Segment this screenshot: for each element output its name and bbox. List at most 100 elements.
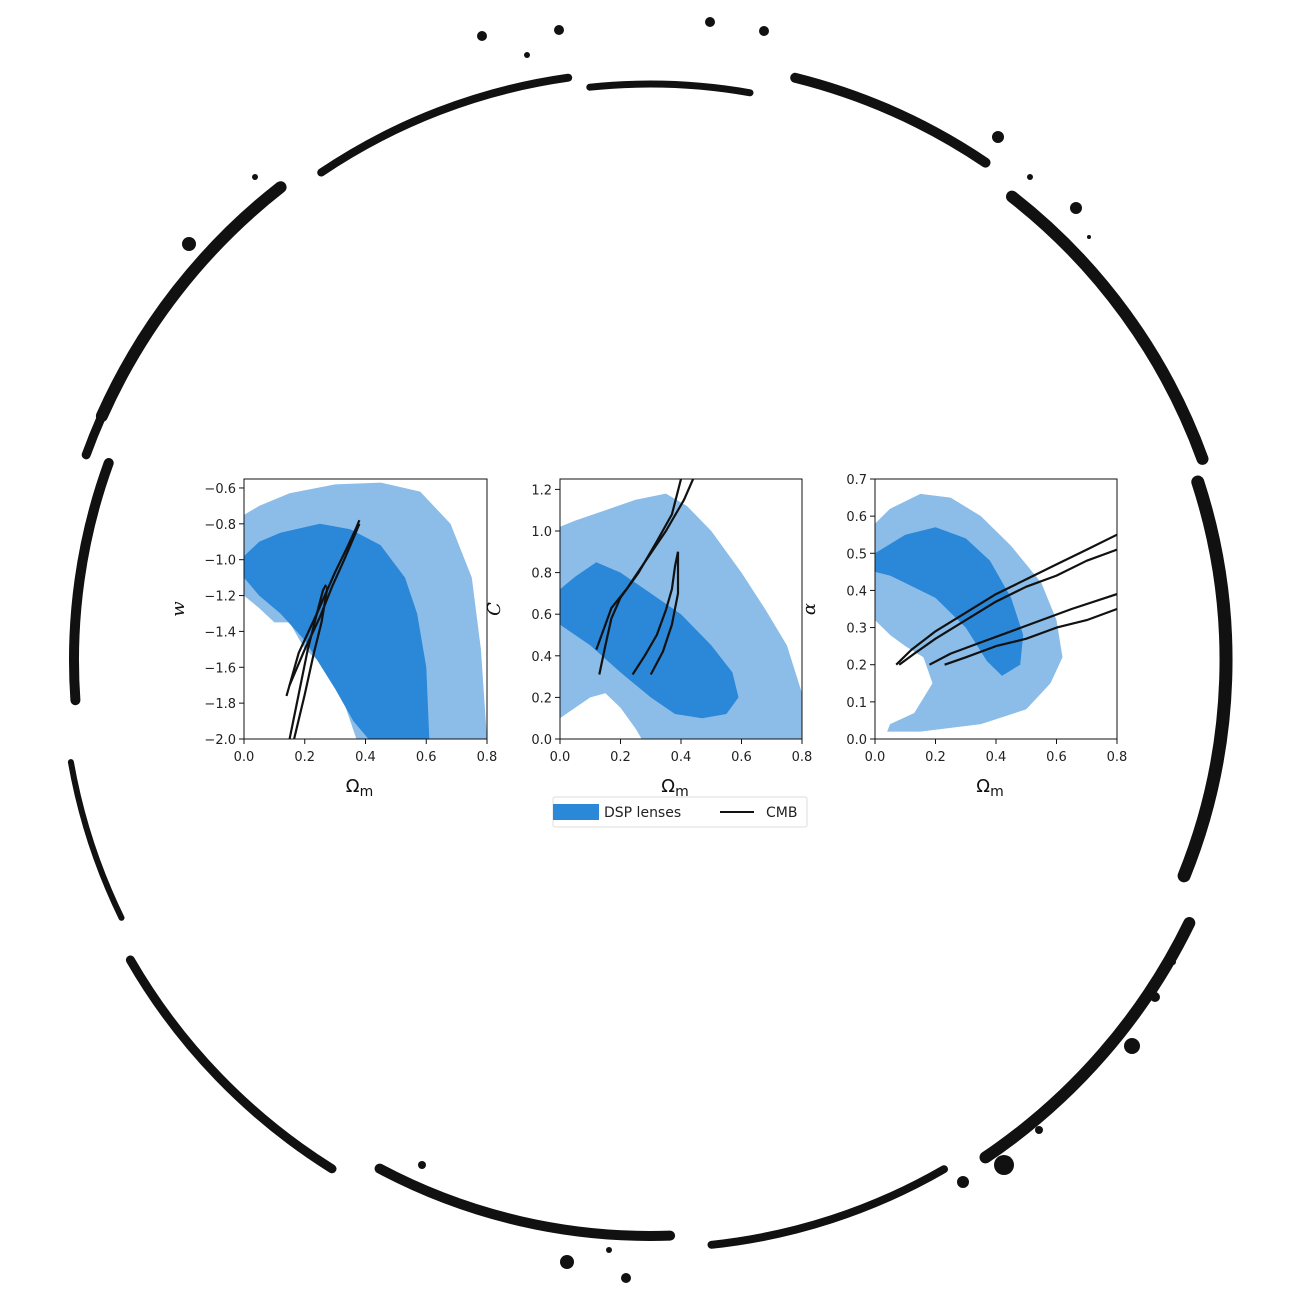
cmb-contour-line: [288, 523, 361, 686]
ring-dot: [1170, 959, 1176, 965]
y-tick-label: 0.6: [531, 608, 552, 623]
x-tick-label: 0.4: [671, 750, 692, 765]
legend-cmb-label: CMB: [766, 805, 797, 821]
ring-brush-stroke: [374, 1163, 676, 1241]
ring-dot: [606, 1247, 612, 1253]
plot-area: [875, 493, 1117, 732]
y-axis-label: C: [484, 602, 505, 616]
y-tick-label: −1.0: [204, 554, 236, 569]
y-tick-label: 0.8: [531, 567, 552, 582]
cmb-contour-line: [928, 593, 1117, 666]
ring-brush-stroke: [1006, 190, 1209, 465]
y-tick-label: 1.0: [531, 525, 552, 540]
cmb-contour-line: [898, 548, 1117, 666]
x-tick-label: 0.0: [550, 750, 571, 765]
y-tick-label: −2.0: [204, 733, 236, 748]
y-tick-label: 0.6: [846, 510, 867, 525]
y-tick-label: 0.2: [846, 659, 867, 674]
ring-dot: [759, 26, 769, 36]
panel-c-vs-omega-m: 0.0 0.2 0.4 0.6 0.8 0.0 0.2 0.4 0.6 0.8 1.0 1.2 Ωm C: [484, 478, 813, 800]
ring-brush-stroke: [125, 955, 337, 1174]
x-axis-label: Ωm: [346, 776, 373, 800]
y-tick-label: 1.2: [531, 483, 552, 498]
ring-dot: [1087, 235, 1091, 239]
ring-brush-stroke: [1177, 475, 1233, 883]
dsp-inner-contour: [560, 562, 739, 719]
x-tick-label: 0.6: [416, 750, 437, 765]
panel-alpha-vs-omega-m: 0.0 0.2 0.4 0.6 0.8 0.0 0.1 0.2 0.3 0.4 0.5 0.6 0.7 Ω…: [799, 473, 1127, 800]
x-tick-label: 0.0: [865, 750, 886, 765]
x-tick-label: 0.8: [477, 750, 498, 765]
y-tick-label: 0.4: [531, 650, 552, 665]
ring-dot: [621, 1273, 631, 1283]
ring-dot: [560, 1255, 574, 1269]
dsp-inner-contour: [244, 523, 430, 739]
plot-area: [244, 482, 487, 739]
cmb-contour-line: [631, 551, 680, 676]
decorative-ring-frame: [67, 17, 1233, 1283]
x-tick-label: 0.4: [355, 750, 376, 765]
y-tick-label: 0.1: [846, 696, 867, 711]
cmb-contour-line: [285, 519, 361, 697]
panel-w-vs-omega-m: 0.0 0.2 0.4 0.6 0.8 −2.0 −1.8 −1.6 −1.4 −1.2 −1.0 −…: [168, 478, 498, 800]
y-tick-label: 0.4: [846, 584, 867, 599]
y-tick-label: −1.8: [204, 697, 236, 712]
legend-dsp-label: DSP lenses: [604, 805, 681, 821]
cmb-contour-line: [649, 551, 680, 676]
y-axis-label: α: [799, 603, 820, 615]
cmb-contour-line: [293, 586, 329, 739]
legend-dsp-swatch: [553, 804, 599, 820]
ring-dot: [524, 52, 530, 58]
ring-dot: [1124, 1038, 1140, 1054]
x-tick-label: 0.6: [1046, 750, 1067, 765]
y-tick-label: −0.8: [204, 518, 236, 533]
y-tick-label: −1.4: [204, 625, 236, 640]
x-axis-label: Ωm: [661, 776, 688, 800]
ring-brush-stroke: [95, 181, 287, 422]
ring-brush-stroke: [68, 458, 114, 706]
ring-dot: [957, 1176, 969, 1188]
ring-brush-stroke: [979, 917, 1196, 1164]
x-tick-label: 0.4: [986, 750, 1007, 765]
ring-dot: [1027, 174, 1033, 180]
ring-brush-stroke: [67, 759, 125, 921]
ring-dot: [477, 31, 487, 41]
y-tick-label: 0.3: [846, 622, 867, 637]
y-tick-label: −0.6: [204, 482, 236, 497]
ring-dot: [1035, 1126, 1043, 1134]
ring-brush-stroke: [586, 80, 754, 97]
legend: DSP lenses CMB: [552, 796, 808, 828]
x-tick-label: 0.6: [731, 750, 752, 765]
ring-dot: [992, 131, 1004, 143]
cmb-contour-line: [944, 607, 1117, 666]
y-tick-label: 0.0: [846, 733, 867, 748]
ring-dot: [252, 174, 258, 180]
y-tick-label: 0.7: [846, 473, 867, 488]
ring-brush-stroke: [707, 1165, 948, 1249]
cmb-contour-line: [595, 479, 695, 650]
cmb-contour-line: [895, 533, 1117, 666]
y-tick-label: −1.6: [204, 661, 236, 676]
plot-area: [560, 479, 802, 739]
x-tick-label: 0.8: [1107, 750, 1128, 765]
dsp-inner-contour: [875, 527, 1024, 676]
y-tick-label: 0.5: [846, 547, 867, 562]
x-tick-label: 0.8: [792, 750, 813, 765]
x-axis-label: Ωm: [976, 776, 1003, 800]
ring-brush-stroke: [317, 73, 573, 177]
y-tick-label: −1.2: [204, 590, 236, 605]
ring-dot: [418, 1161, 426, 1169]
y-tick-label: 0.0: [531, 733, 552, 748]
x-tick-label: 0.0: [234, 750, 255, 765]
x-tick-label: 0.2: [610, 750, 631, 765]
ring-dot: [554, 25, 564, 35]
ring-brush-stroke: [81, 182, 286, 460]
ring-dot: [705, 17, 715, 27]
x-tick-label: 0.2: [925, 750, 946, 765]
x-tick-label: 0.2: [294, 750, 315, 765]
ring-brush-stroke: [790, 72, 991, 168]
y-axis-label: w: [168, 601, 189, 617]
cmb-contour-line: [288, 584, 327, 739]
ring-dot: [994, 1155, 1014, 1175]
